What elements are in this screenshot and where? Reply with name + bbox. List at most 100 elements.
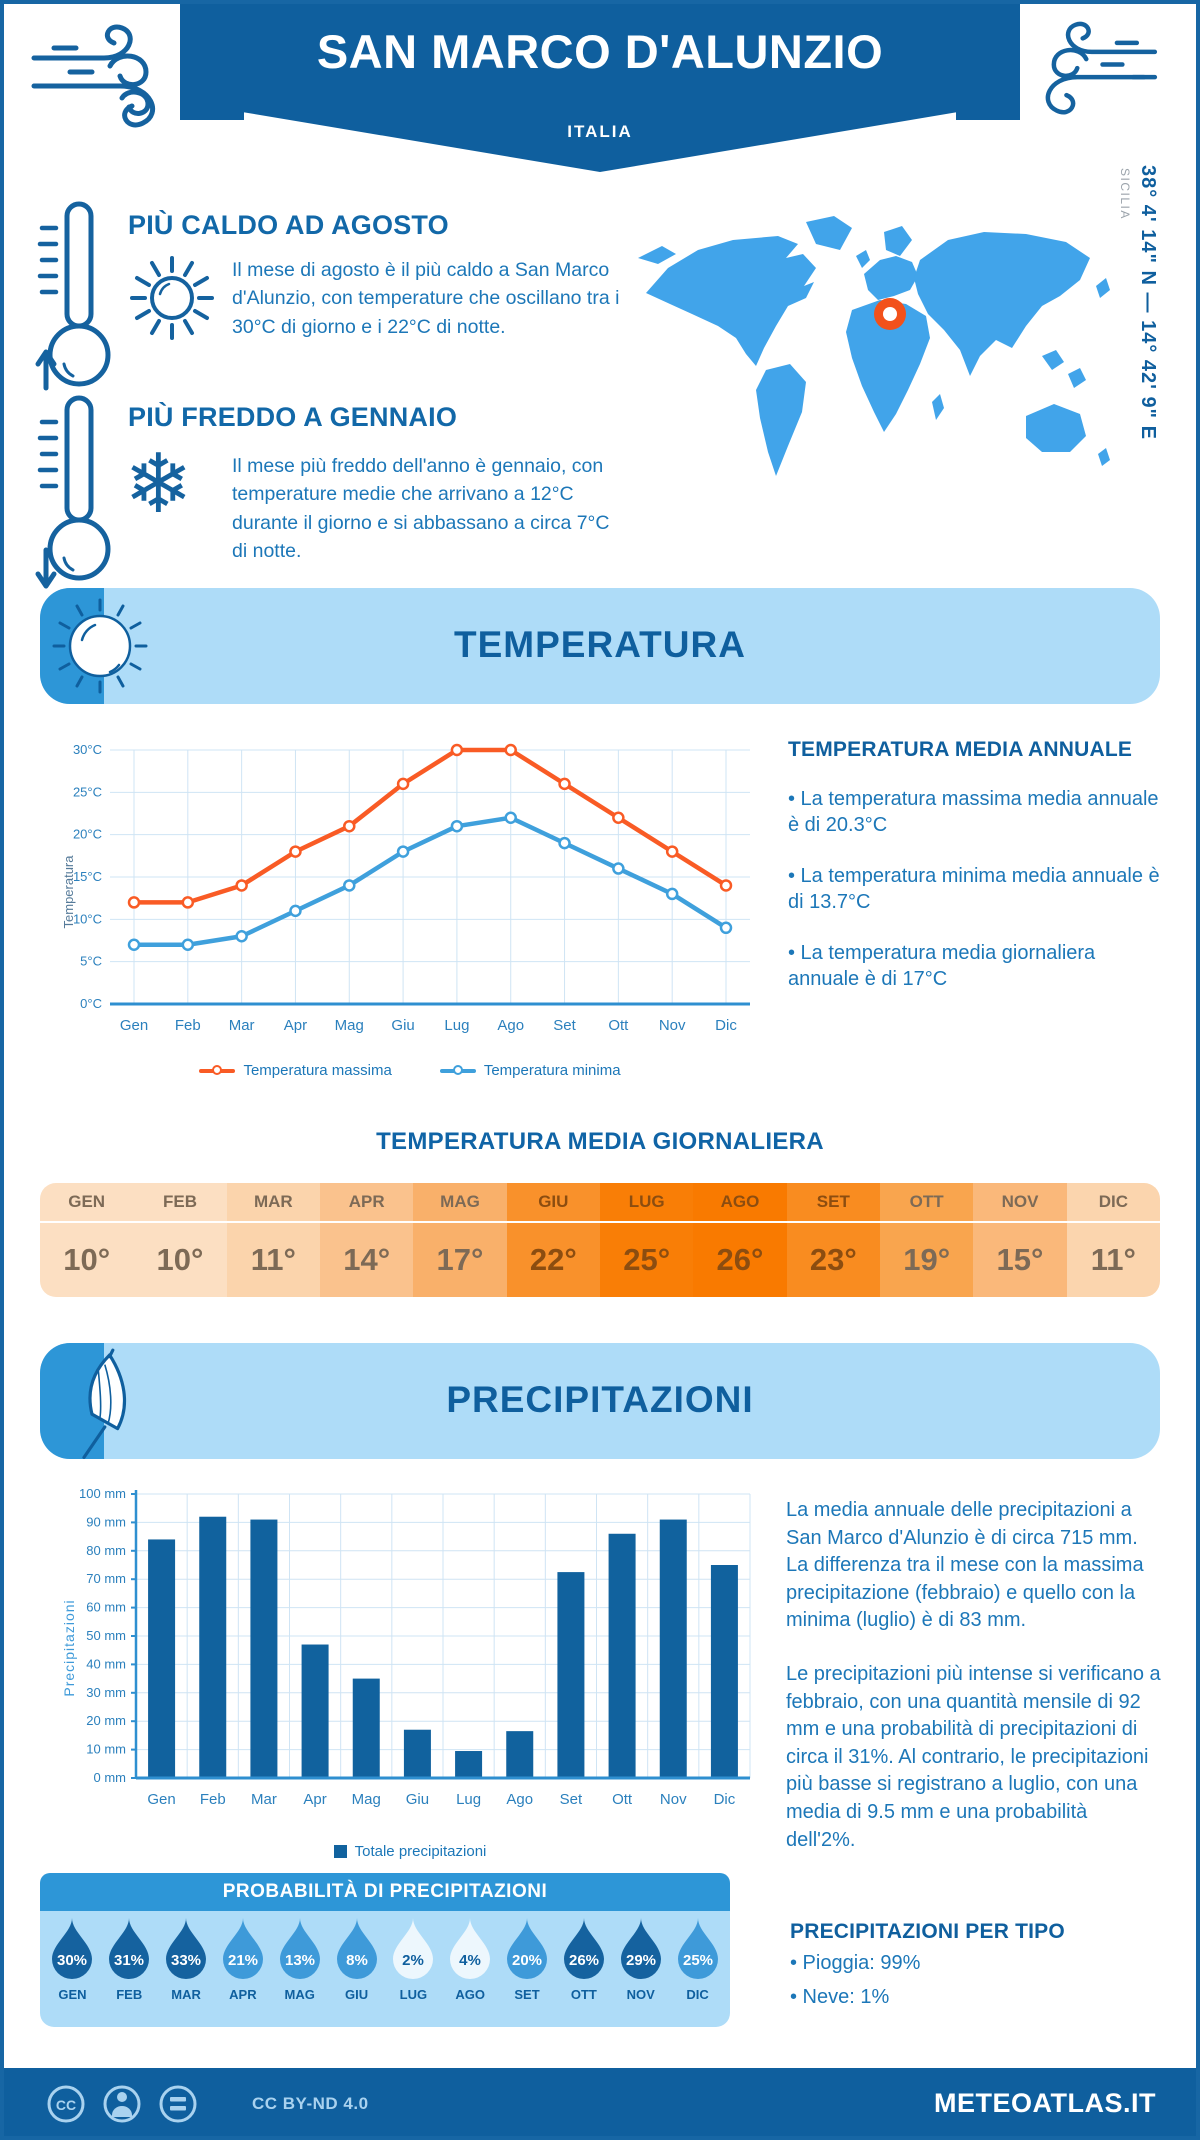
- svg-text:Set: Set: [553, 1017, 576, 1034]
- hot-month-title: PIÙ CALDO AD AGOSTO: [128, 210, 449, 240]
- footer-license: CC BY-ND 4.0: [252, 2094, 369, 2113]
- svg-text:Ago: Ago: [497, 1017, 524, 1034]
- temp-table-month: DIC: [1066, 1183, 1160, 1223]
- temperature-section-title: TEMPERATURA: [454, 624, 746, 665]
- svg-text:CC: CC: [56, 2097, 76, 2113]
- svg-text:13%: 13%: [285, 1952, 315, 1969]
- svg-text:Lug: Lug: [456, 1791, 481, 1808]
- person-icon: [103, 2085, 141, 2123]
- svg-text:30 mm: 30 mm: [86, 1685, 126, 1700]
- temp-table-value: 23°: [786, 1223, 880, 1297]
- probability-drop-cell: 2% LUG: [385, 1917, 442, 2002]
- svg-text:4%: 4%: [459, 1952, 481, 1969]
- svg-text:29%: 29%: [626, 1952, 656, 1969]
- svg-text:Giu: Giu: [406, 1791, 429, 1808]
- temp-table-month: APR: [320, 1183, 414, 1223]
- precipitation-section-title: PRECIPITAZIONI: [446, 1379, 754, 1420]
- thermometer-hot-icon: [35, 201, 111, 391]
- coordinates-label: 38° 4' 14" N — 14° 42' 9" E: [1137, 165, 1159, 440]
- temp-table-column: DIC 11°: [1066, 1183, 1160, 1297]
- temp-table-column: NOV 15°: [973, 1183, 1067, 1297]
- temp-table-value: 22°: [506, 1223, 600, 1297]
- temp-table-month: NOV: [973, 1183, 1067, 1223]
- cold-month-text: Il mese più freddo dell'anno è gennaio, …: [232, 455, 610, 562]
- svg-text:Lug: Lug: [444, 1017, 469, 1034]
- temp-table-value: 26°: [693, 1223, 787, 1297]
- svg-text:25°C: 25°C: [73, 784, 102, 799]
- cc-icon: CC: [47, 2085, 85, 2123]
- cold-month-title: PIÙ FREDDO A GENNAIO: [128, 402, 458, 432]
- raindrop-icon: 31%: [109, 1918, 150, 1979]
- probability-drop-cell: 30% GEN: [44, 1917, 101, 2002]
- raindrop-icon: 4%: [450, 1918, 491, 1979]
- snowflake-icon: ❄: [124, 437, 193, 532]
- temp-table-month: FEB: [133, 1183, 227, 1223]
- precipitation-probability-title: PROBABILITÀ DI PRECIPITAZIONI: [40, 1873, 730, 1911]
- probability-drop-month: GEN: [58, 1987, 87, 2002]
- svg-text:26%: 26%: [569, 1952, 599, 1969]
- probability-drop-cell: 25% DIC: [669, 1917, 726, 2002]
- hot-month-text: Il mese di agosto è il più caldo a San M…: [232, 259, 620, 338]
- raindrop-icon: 8%: [336, 1918, 377, 1979]
- sun-icon: [130, 256, 214, 340]
- precipitation-type-item: • Pioggia: 99%: [790, 1952, 921, 1974]
- temp-table-column: OTT 19°: [880, 1183, 974, 1297]
- svg-text:33%: 33%: [171, 1952, 201, 1969]
- annual-bullet: • La temperatura minima media annuale è …: [788, 864, 1160, 914]
- svg-text:Precipitazioni: Precipitazioni: [61, 1599, 77, 1696]
- legend-item: Temperatura massima: [199, 1062, 392, 1079]
- svg-text:Ott: Ott: [608, 1017, 629, 1034]
- raindrop-icon: 20%: [507, 1918, 548, 1979]
- temp-table-value: 11°: [226, 1223, 320, 1297]
- svg-text:20 mm: 20 mm: [86, 1713, 126, 1728]
- precipitation-banner: PRECIPITAZIONI: [40, 1343, 1160, 1459]
- precipitation-paragraph: La media annuale delle precipitazioni a …: [786, 1499, 1144, 1632]
- legend-swatch: [439, 1065, 476, 1075]
- temp-table-month: AGO: [693, 1183, 787, 1223]
- svg-text:60 mm: 60 mm: [86, 1600, 126, 1615]
- precipitation-bar-chart: 0 mm 10 mm 20 mm 30 mm 40 mm 50 mm 60 mm 70 mm 8…: [61, 1486, 751, 1808]
- probability-drop-month: MAR: [171, 1987, 201, 2002]
- temp-table-value: 11°: [1066, 1223, 1160, 1297]
- footer: CC CC BY-ND 4.0 METEOATLAS.IT: [0, 2068, 1200, 2140]
- temp-table-column: GIU 22°: [506, 1183, 600, 1297]
- svg-text:20%: 20%: [512, 1952, 542, 1969]
- raindrop-icon: 21%: [222, 1918, 263, 1979]
- probability-drop-month: NOV: [626, 1987, 655, 2002]
- temp-table-value: 14°: [320, 1223, 414, 1297]
- svg-text:80 mm: 80 mm: [86, 1543, 126, 1558]
- probability-drop-cell: 20% SET: [499, 1917, 556, 2002]
- page-subtitle: ITALIA: [567, 122, 633, 141]
- temp-table-month: GEN: [40, 1183, 134, 1223]
- probability-drop-month: AGO: [455, 1987, 486, 2002]
- daily-temperature-table: GEN 10° FEB 10° MAR 11° APR 14° MAG 17° GIU 22° LUG 2…: [40, 1183, 1160, 1297]
- wind-icon: [31, 24, 155, 128]
- sun-banner-icon: [52, 598, 148, 694]
- probability-drop-month: FEB: [116, 1987, 143, 2002]
- precipitation-by-type-title: PRECIPITAZIONI PER TIPO: [790, 1920, 1065, 1943]
- probability-drop-month: DIC: [686, 1987, 709, 2002]
- svg-text:10°C: 10°C: [73, 911, 102, 926]
- precipitation-paragraph: Le precipitazioni più intense si verific…: [786, 1662, 1161, 1851]
- svg-text:Set: Set: [560, 1791, 583, 1808]
- svg-text:Nov: Nov: [659, 1017, 686, 1034]
- svg-text:Gen: Gen: [147, 1791, 175, 1808]
- probability-drop-cell: 21% APR: [214, 1917, 271, 2002]
- wind-icon: [1045, 21, 1158, 115]
- svg-text:2%: 2%: [403, 1952, 425, 1969]
- svg-text:Ago: Ago: [506, 1791, 533, 1808]
- annual-temperature-block: TEMPERATURA MEDIA ANNUALE • La temperatu…: [788, 738, 1166, 992]
- probability-drop-cell: 8% GIU: [328, 1917, 385, 2002]
- temp-table-value: 19°: [880, 1223, 974, 1297]
- probability-drop-month: OTT: [570, 1987, 597, 2002]
- svg-text:15°C: 15°C: [73, 869, 102, 884]
- legend-item: Totale precipitazioni: [333, 1843, 486, 1860]
- svg-text:0 mm: 0 mm: [94, 1770, 127, 1785]
- precipitation-by-type-block: PRECIPITAZIONI PER TIPO • Pioggia: 99% •…: [790, 1920, 1160, 2016]
- raindrop-icon: 30%: [52, 1918, 93, 1979]
- probability-drop-cell: 33% MAR: [158, 1917, 215, 2002]
- temp-table-column: MAR 11°: [226, 1183, 320, 1297]
- svg-text:5°C: 5°C: [80, 954, 102, 969]
- legend-label: Temperatura massima: [243, 1062, 392, 1079]
